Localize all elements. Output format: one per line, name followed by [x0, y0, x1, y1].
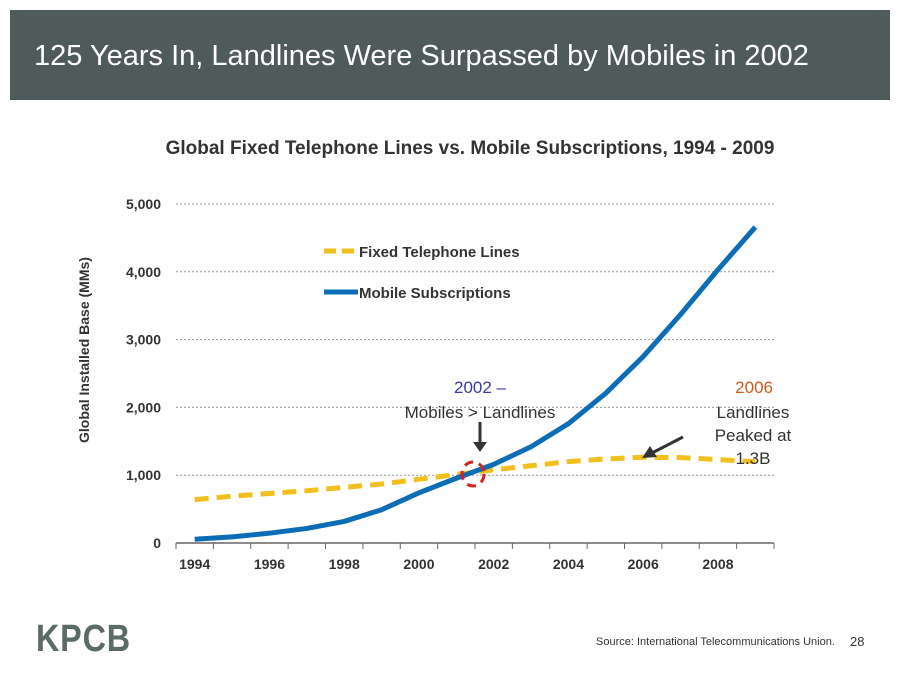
crossover-marker	[460, 460, 486, 488]
page-number: 28	[850, 634, 865, 649]
legend-label: Fixed Telephone Lines	[359, 244, 520, 261]
arrow-head-icon	[473, 442, 487, 452]
y-tick-label: 5,000	[126, 196, 161, 212]
annotation-text: 1.3B	[736, 449, 771, 468]
annotation-text: Mobiles > Landlines	[405, 403, 556, 422]
x-tick-label: 2002	[478, 556, 509, 572]
y-tick-label: 4,000	[126, 264, 161, 280]
arrow-shaft	[651, 435, 684, 455]
legend-label: Mobile Subscriptions	[359, 285, 511, 302]
annotation-text: Landlines	[717, 403, 790, 422]
slide-title: 125 Years In, Landlines Were Surpassed b…	[34, 40, 809, 72]
series-line-mobile	[194, 225, 758, 542]
x-tick-label: 2000	[403, 556, 434, 572]
annotation-text: Peaked at	[715, 426, 792, 445]
x-tick-label: 2004	[553, 556, 584, 572]
x-tick-label: 1998	[329, 556, 360, 572]
chart-title: Global Fixed Telephone Lines vs. Mobile …	[165, 138, 775, 159]
x-tick-label: 1996	[254, 556, 285, 572]
y-axis-label: Global Installed Base (MMs)	[76, 257, 92, 443]
source-note: Source: International Telecommunications…	[596, 636, 835, 648]
y-tick-label: 3,000	[126, 332, 161, 348]
x-tick-label: 2008	[702, 556, 733, 572]
title-bar: 125 Years In, Landlines Were Surpassed b…	[10, 10, 890, 100]
x-tick-label: 1994	[179, 556, 210, 572]
x-tick-label: 2006	[628, 556, 659, 572]
y-tick-label: 1,000	[126, 467, 161, 483]
arrow-head-icon	[642, 446, 657, 458]
kpcb-logo: KPCB	[36, 618, 131, 660]
y-tick-label: 2,000	[126, 399, 161, 415]
y-tick-label: 0	[153, 535, 161, 551]
series-line-fixed	[194, 454, 756, 503]
annotation-year: 2006	[735, 378, 773, 397]
annotation-year: 2002 –	[454, 378, 507, 397]
